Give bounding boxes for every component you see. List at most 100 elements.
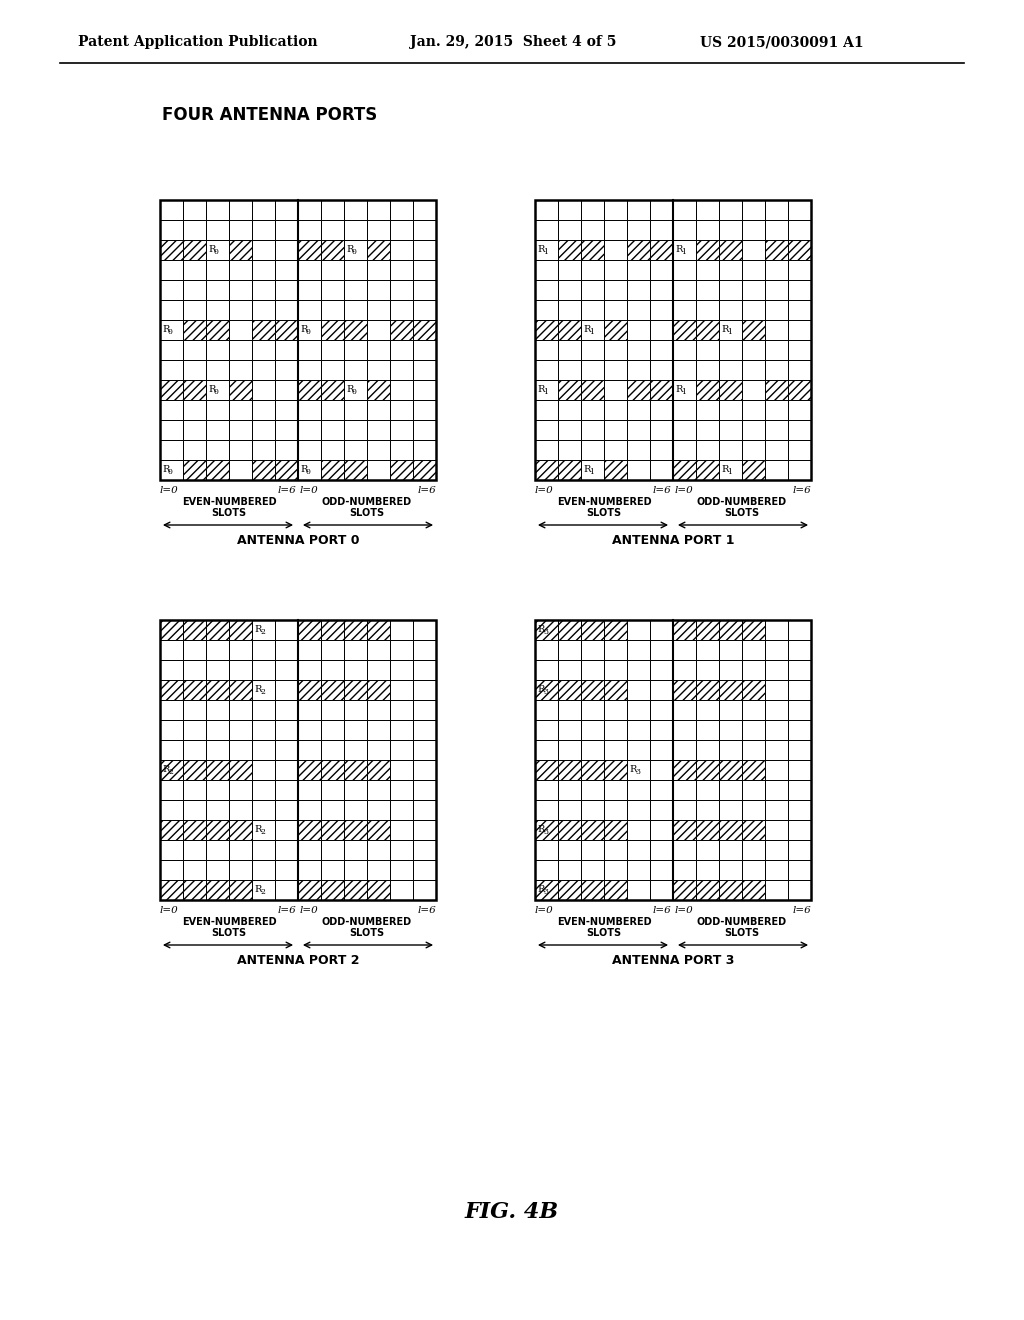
Bar	[206, 840, 229, 861]
Bar	[298, 640, 321, 660]
Bar	[719, 280, 742, 300]
Bar	[344, 700, 367, 719]
Bar	[558, 861, 581, 880]
Bar	[719, 260, 742, 280]
Bar	[229, 680, 252, 700]
Bar	[535, 260, 558, 280]
Bar	[650, 319, 673, 341]
Bar	[535, 280, 558, 300]
Bar	[252, 400, 275, 420]
Bar	[275, 880, 298, 900]
Text: R: R	[583, 326, 591, 334]
Bar	[788, 760, 811, 780]
Bar	[558, 620, 581, 640]
Bar	[390, 760, 413, 780]
Bar	[183, 341, 206, 360]
Bar	[367, 760, 390, 780]
Bar	[581, 420, 604, 440]
Bar	[413, 780, 436, 800]
Bar	[367, 680, 390, 700]
Bar	[673, 820, 696, 840]
Bar	[206, 360, 229, 380]
Text: 3: 3	[543, 887, 548, 895]
Bar	[160, 440, 183, 459]
Bar	[627, 741, 650, 760]
Bar	[696, 380, 719, 400]
Text: l=6: l=6	[793, 486, 811, 495]
Bar	[321, 680, 344, 700]
Bar	[229, 459, 252, 480]
Bar	[183, 440, 206, 459]
Bar	[719, 760, 742, 780]
Bar	[742, 800, 765, 820]
Bar	[321, 660, 344, 680]
Bar	[581, 260, 604, 280]
Bar	[298, 820, 321, 840]
Bar	[558, 201, 581, 220]
Bar	[298, 741, 321, 760]
Bar	[298, 260, 321, 280]
Bar	[413, 700, 436, 719]
Text: R: R	[583, 466, 591, 474]
Bar	[206, 380, 229, 400]
Bar	[673, 620, 696, 640]
Bar	[298, 300, 321, 319]
Text: 2: 2	[260, 887, 265, 895]
Bar	[558, 300, 581, 319]
Bar	[581, 680, 604, 700]
Bar	[275, 240, 298, 260]
Bar	[604, 760, 627, 780]
Bar	[298, 341, 321, 360]
Bar	[252, 861, 275, 880]
Bar	[650, 380, 673, 400]
Bar	[160, 380, 183, 400]
Bar	[581, 640, 604, 660]
Bar	[390, 800, 413, 820]
Bar	[367, 741, 390, 760]
Bar	[344, 660, 367, 680]
Bar	[696, 880, 719, 900]
Bar	[650, 760, 673, 780]
Bar	[229, 760, 252, 780]
Bar	[765, 319, 788, 341]
Bar	[696, 780, 719, 800]
Bar	[581, 800, 604, 820]
Bar	[413, 240, 436, 260]
Bar	[558, 719, 581, 741]
Bar	[581, 300, 604, 319]
Bar	[367, 459, 390, 480]
Bar	[627, 319, 650, 341]
Text: 0: 0	[214, 248, 219, 256]
Bar	[252, 300, 275, 319]
Bar	[719, 201, 742, 220]
Bar	[765, 220, 788, 240]
Bar	[275, 820, 298, 840]
Bar	[696, 319, 719, 341]
Bar	[765, 861, 788, 880]
Bar	[252, 620, 275, 640]
Bar	[275, 201, 298, 220]
Bar	[742, 420, 765, 440]
Bar	[742, 400, 765, 420]
Bar	[581, 459, 604, 480]
Bar	[742, 780, 765, 800]
Bar	[788, 700, 811, 719]
Text: R: R	[162, 326, 169, 334]
Text: SLOTS: SLOTS	[349, 928, 385, 939]
Bar	[390, 700, 413, 719]
Bar	[604, 220, 627, 240]
Bar	[604, 260, 627, 280]
Bar	[252, 201, 275, 220]
Bar	[321, 220, 344, 240]
Bar	[788, 640, 811, 660]
Bar	[298, 760, 321, 780]
Bar	[673, 400, 696, 420]
Text: R: R	[537, 626, 545, 635]
Bar	[160, 400, 183, 420]
Bar	[765, 400, 788, 420]
Bar	[650, 459, 673, 480]
Bar	[558, 240, 581, 260]
Bar	[696, 220, 719, 240]
Bar	[413, 319, 436, 341]
Bar	[581, 380, 604, 400]
